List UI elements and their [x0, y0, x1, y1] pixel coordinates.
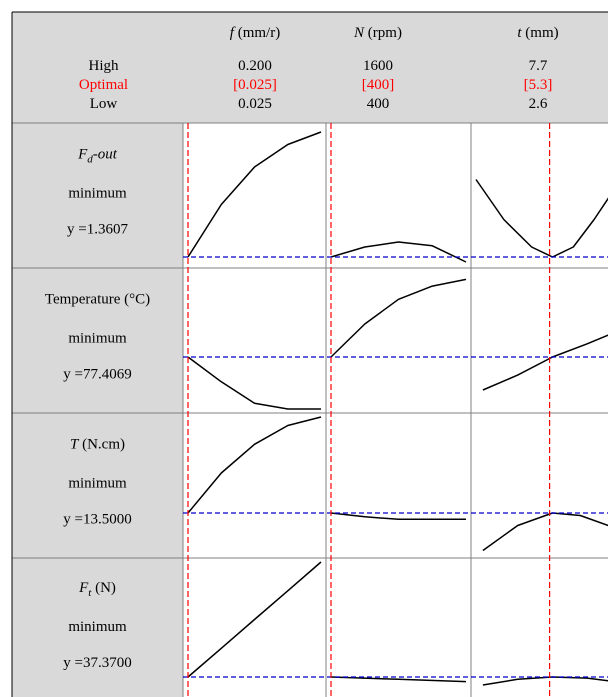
response-value-3: y =37.3700 — [63, 655, 131, 671]
response-value-1: y =77.4069 — [63, 367, 131, 383]
response-goal-0: minimum — [68, 186, 127, 202]
row-label-high: High — [89, 58, 120, 74]
response-name-3: Ft (N) — [78, 580, 116, 599]
response-name-0: Fd-out — [77, 147, 118, 166]
label-column-bg — [12, 123, 183, 697]
response-curve-2-N — [330, 512, 466, 521]
response-curve-3-N — [330, 676, 467, 683]
factor-name-f: f (mm/r) — [230, 25, 280, 41]
factor-high-f: 0.200 — [238, 58, 272, 74]
factor-high-t: 7.7 — [529, 58, 548, 74]
header-row-bg — [12, 12, 608, 123]
factor-name-t: t (mm) — [517, 25, 558, 41]
factor-low-t: 2.6 — [529, 96, 548, 112]
response-curve-0-t — [475, 179, 608, 258]
response-value-0: y =1.3607 — [67, 222, 128, 238]
factor-optimal-N: [400] — [362, 77, 395, 93]
response-curve-0-f — [187, 131, 322, 258]
factor-optimal-f: [0.025] — [233, 77, 277, 93]
response-curve-1-t — [482, 334, 608, 391]
response-goal-2: minimum — [68, 476, 127, 492]
response-name-2: T (N.cm) — [70, 437, 125, 453]
response-curve-2-t — [482, 512, 608, 552]
row-label-low: Low — [90, 96, 118, 112]
response-name-1: Temperature (°C) — [45, 292, 150, 308]
factor-low-N: 400 — [367, 96, 390, 112]
factor-optimal-t: [5.3] — [524, 77, 553, 93]
factor-name-N: N (rpm) — [353, 25, 402, 41]
row-label-optimal: Optimal — [79, 77, 128, 93]
factor-high-N: 1600 — [363, 58, 393, 74]
response-goal-1: minimum — [68, 331, 127, 347]
response-curve-2-f — [187, 416, 322, 514]
response-curve-1-f — [187, 356, 321, 410]
response-value-2: y =13.5000 — [63, 512, 131, 528]
response-curve-3-t — [482, 676, 608, 686]
response-curve-3-f — [187, 561, 322, 678]
factor-low-f: 0.025 — [238, 96, 272, 112]
response-curve-0-N — [330, 241, 467, 263]
response-goal-3: minimum — [68, 619, 127, 635]
response-curve-1-N — [330, 278, 467, 358]
